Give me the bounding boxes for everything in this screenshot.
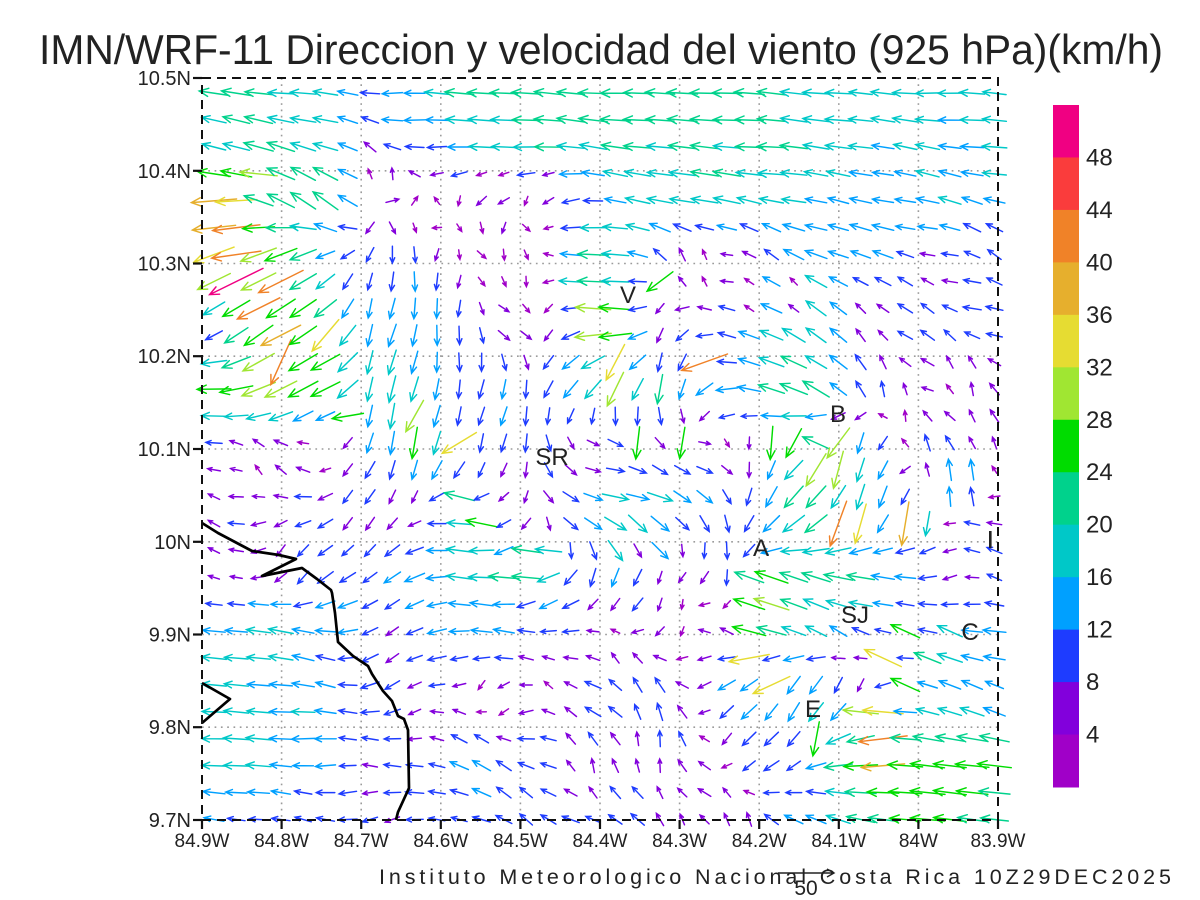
svg-text:84.8W: 84.8W (254, 831, 309, 852)
svg-text:36: 36 (1086, 302, 1113, 329)
svg-text:84.1W: 84.1W (811, 831, 866, 852)
svg-text:E: E (805, 696, 821, 723)
svg-text:Instituto Meteorologico Nacion: Instituto Meteorologico Nacional Costa R… (379, 865, 1171, 889)
svg-text:SR: SR (535, 444, 568, 471)
svg-text:10.4N: 10.4N (138, 161, 191, 183)
svg-text:SJ: SJ (841, 602, 869, 629)
svg-text:B: B (830, 401, 846, 428)
svg-text:9.7N: 9.7N (149, 810, 191, 832)
svg-text:V: V (620, 282, 636, 309)
svg-text:48: 48 (1086, 145, 1113, 172)
svg-text:32: 32 (1086, 354, 1113, 381)
svg-text:4: 4 (1086, 722, 1099, 749)
svg-text:83.9W: 83.9W (971, 831, 1026, 852)
svg-text:A: A (753, 535, 769, 562)
svg-text:10.1N: 10.1N (138, 439, 191, 461)
svg-text:84.4W: 84.4W (573, 831, 628, 852)
svg-text:28: 28 (1086, 407, 1113, 434)
svg-text:C: C (961, 619, 978, 646)
svg-text:40: 40 (1086, 249, 1113, 276)
svg-text:20: 20 (1086, 512, 1113, 539)
svg-text:IMN/WRF-11 Direccion y velocid: IMN/WRF-11 Direccion y velocidad del vie… (39, 26, 1163, 73)
svg-text:50: 50 (794, 877, 817, 900)
svg-text:10N: 10N (154, 532, 191, 554)
svg-text:84.9W: 84.9W (175, 831, 230, 852)
svg-text:84.6W: 84.6W (413, 831, 468, 852)
svg-text:9.8N: 9.8N (149, 717, 191, 739)
svg-text:84.5W: 84.5W (493, 831, 548, 852)
svg-text:84.3W: 84.3W (652, 831, 707, 852)
svg-text:8: 8 (1086, 669, 1099, 696)
svg-text:84W: 84W (899, 831, 938, 852)
svg-text:84.2W: 84.2W (732, 831, 787, 852)
svg-text:10.5N: 10.5N (138, 68, 191, 90)
svg-text:44: 44 (1086, 197, 1113, 224)
svg-text:12: 12 (1086, 617, 1113, 644)
svg-text:10.2N: 10.2N (138, 346, 191, 368)
svg-text:9.9N: 9.9N (149, 625, 191, 647)
svg-text:24: 24 (1086, 459, 1113, 486)
svg-text:10.3N: 10.3N (138, 254, 191, 276)
svg-text:16: 16 (1086, 564, 1113, 591)
svg-text:84.7W: 84.7W (334, 831, 389, 852)
